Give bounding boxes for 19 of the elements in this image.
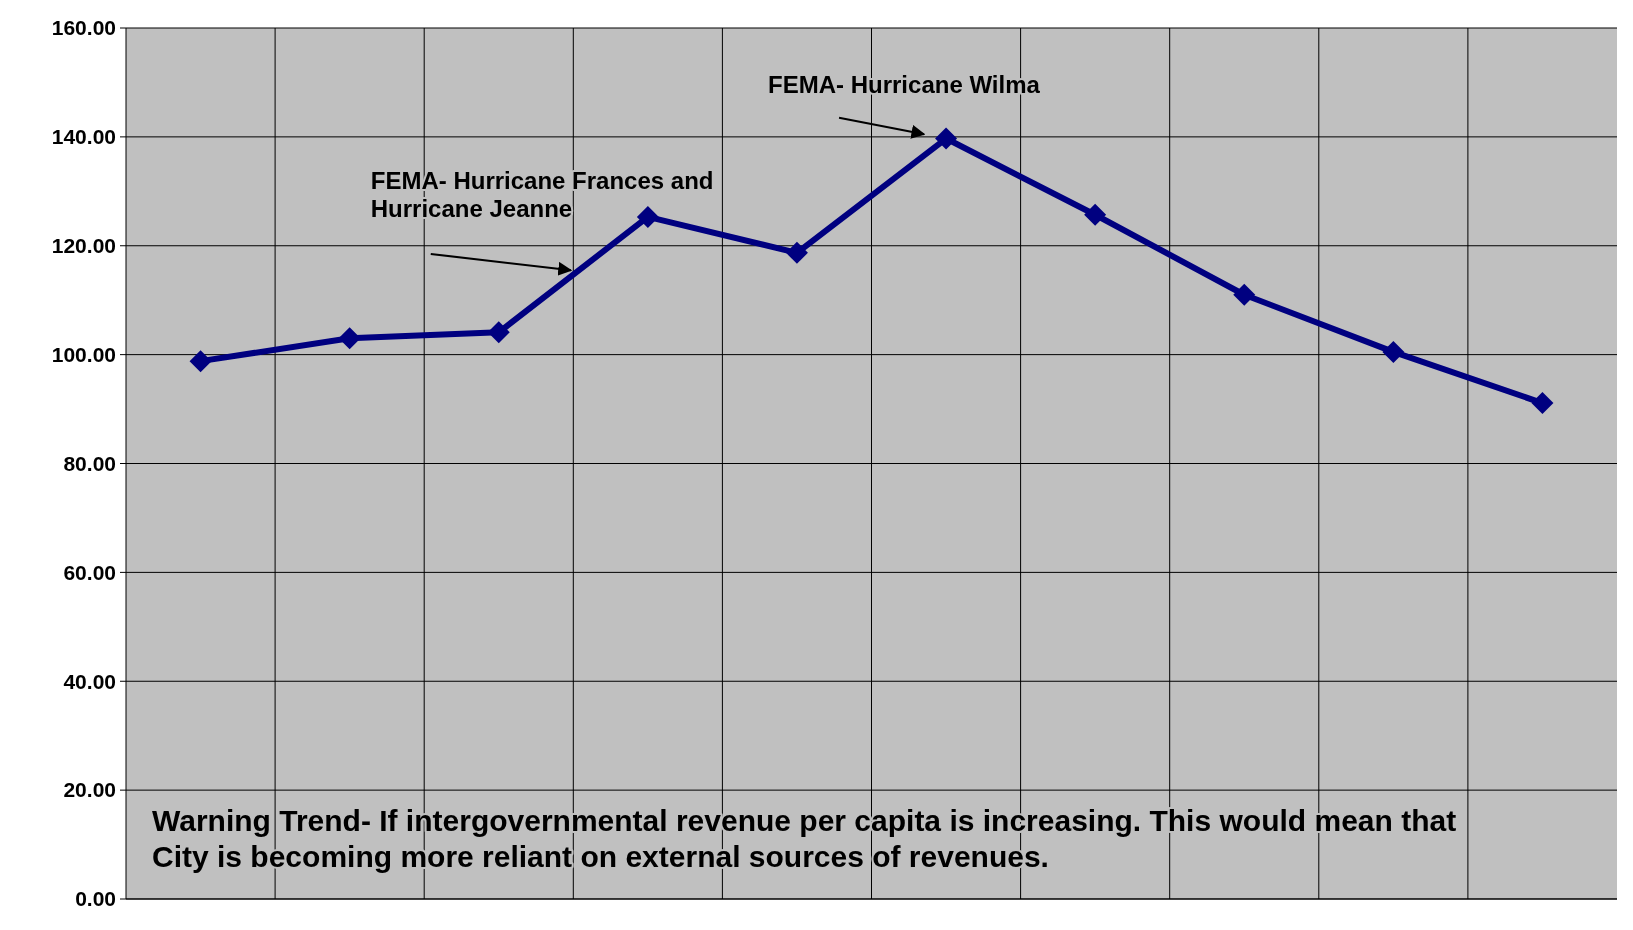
- y-tick-label: 100.00: [51, 342, 116, 366]
- point: [636, 205, 659, 228]
- y-tick-label: 140.00: [51, 125, 116, 149]
- point: [1084, 203, 1107, 226]
- point: [935, 127, 958, 150]
- point: [487, 321, 510, 344]
- y-tick-label: 60.00: [63, 560, 116, 584]
- point: [1531, 392, 1554, 415]
- point: [338, 327, 361, 350]
- y-tick-label: 0.00: [75, 887, 116, 911]
- point: [1382, 340, 1405, 363]
- point: [1233, 283, 1256, 306]
- point: [785, 241, 808, 264]
- y-tick-label: 20.00: [63, 778, 116, 802]
- y-tick-label: 160.00: [51, 16, 116, 40]
- point: [189, 350, 212, 373]
- y-tick-label: 120.00: [51, 234, 116, 258]
- y-tick-label: 80.00: [63, 451, 116, 475]
- y-tick-label: 40.00: [63, 669, 116, 693]
